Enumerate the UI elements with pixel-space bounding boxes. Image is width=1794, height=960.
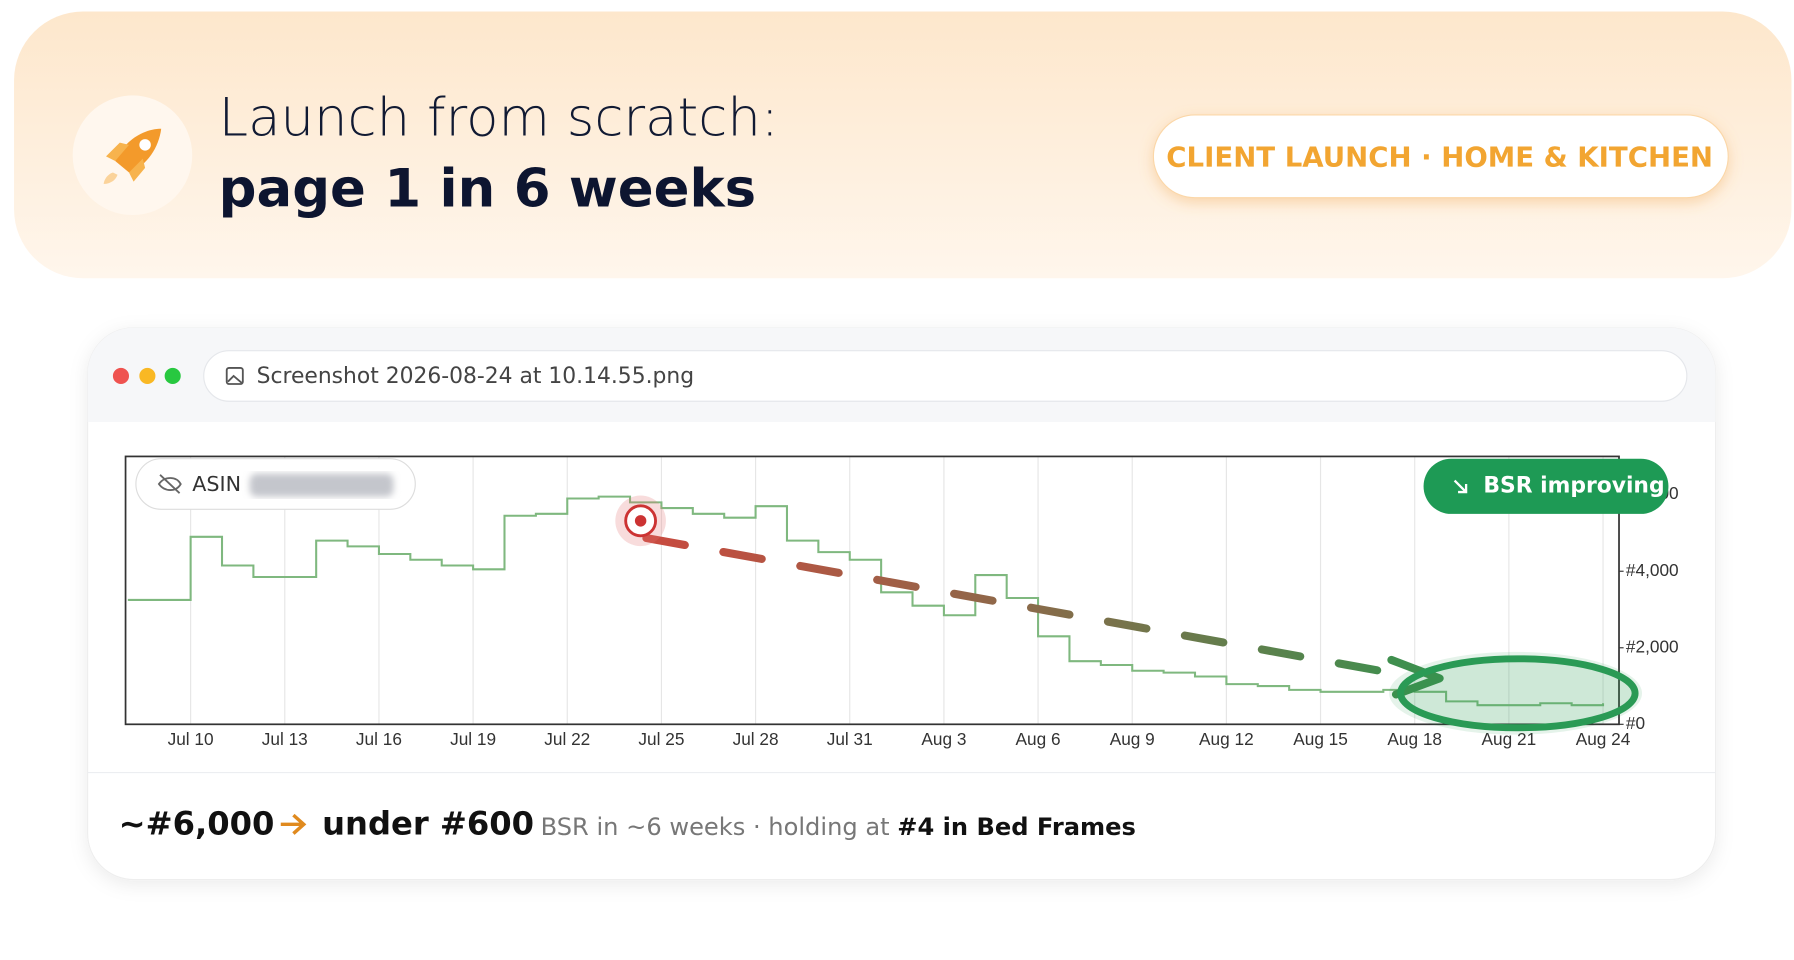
asin-blurred [249, 473, 394, 497]
end-glow [1389, 651, 1643, 735]
x-tick-label: Jul 31 [827, 729, 873, 749]
to-value: under #600 [322, 804, 534, 842]
x-tick-label: Aug 24 [1576, 729, 1631, 749]
tag: CLIENT LAUNCH · HOME & KITCHEN [1166, 141, 1713, 174]
x-tick-label: Aug 9 [1110, 729, 1155, 749]
address-bar [203, 350, 1688, 402]
dot [139, 367, 156, 384]
x-tick-label: Aug 12 [1199, 729, 1254, 749]
badge [1423, 458, 1669, 514]
badge-text: BSR improving [1483, 473, 1664, 498]
end-highlight [1397, 655, 1639, 732]
eye-off-icon [157, 474, 182, 494]
rocket-icon [103, 128, 162, 184]
trend-arrow [642, 534, 1413, 681]
y-tick-label: #4,000 [1626, 560, 1679, 580]
from-value: ~#6,000 [119, 804, 275, 842]
filename: Screenshot 2026-08-24 at 10.14.55.png [257, 364, 694, 389]
y-tick-label: #0 [1626, 713, 1645, 733]
x-tick-label: Aug 6 [1016, 729, 1061, 749]
caption: BSR in ~6 weeks · holding at #4 in Bed F… [541, 813, 1136, 841]
title-bold: page 1 in 6 weeks [219, 159, 756, 220]
caption-highlight: #4 in Bed Frames [897, 813, 1136, 841]
start-marker-dot [634, 515, 647, 527]
x-tick-label: Aug 21 [1482, 729, 1537, 749]
caption-text: BSR in ~6 weeks · holding at [541, 813, 898, 841]
x-tick-label: Jul 16 [356, 729, 402, 749]
x-tick-label: Jul 13 [262, 729, 308, 749]
plot-frame [124, 455, 1620, 726]
x-tick-label: Jul 19 [450, 729, 496, 749]
x-tick-label: Jul 28 [733, 729, 779, 749]
image-icon [225, 366, 244, 385]
x-tick-label: Aug 3 [921, 729, 966, 749]
bsr-line [127, 495, 1605, 707]
footer-arrow [280, 813, 307, 835]
y-tick-label: #2,000 [1626, 636, 1679, 656]
x-tick-label: Jul 22 [544, 729, 590, 749]
dot [112, 367, 129, 384]
x-tick-label: Aug 15 [1293, 729, 1348, 749]
arrow-head [1387, 655, 1444, 699]
header-bg [14, 11, 1792, 279]
asin-label: ASIN [192, 472, 241, 496]
x-tick-label: Aug 18 [1387, 729, 1442, 749]
tag-pill [1152, 114, 1729, 199]
title: Launch from scratch: [219, 87, 779, 148]
dot [164, 367, 181, 384]
x-tick-label: Jul 25 [638, 729, 684, 749]
badge-icon [1453, 479, 1468, 494]
x-tick-label: Jul 10 [168, 729, 214, 749]
